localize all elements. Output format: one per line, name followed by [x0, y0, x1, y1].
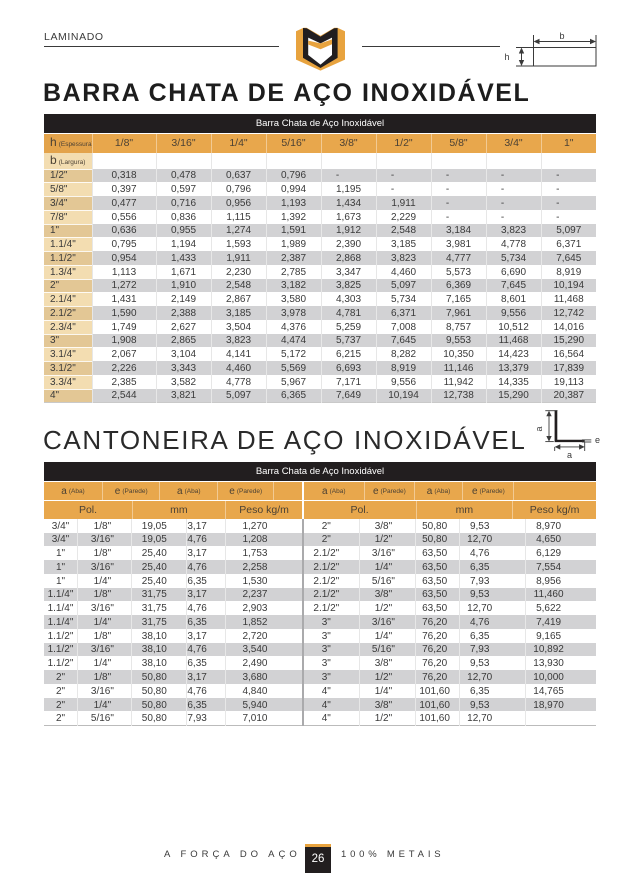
svg-text:b: b	[559, 31, 564, 41]
svg-text:a: a	[567, 450, 572, 460]
svg-text:a: a	[536, 426, 544, 431]
svg-text:e: e	[595, 435, 600, 445]
svg-text:h: h	[504, 52, 509, 62]
